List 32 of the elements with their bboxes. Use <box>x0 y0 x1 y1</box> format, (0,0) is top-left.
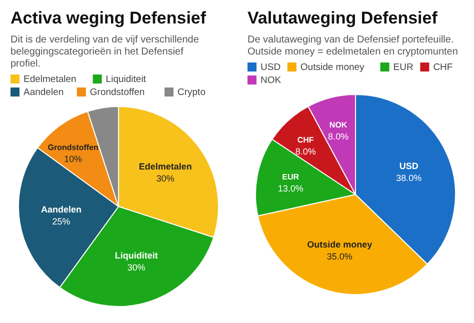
data-label: 35.0% <box>326 251 352 262</box>
legend-label: CHF <box>433 62 453 73</box>
legend-label: Liquiditeit <box>106 74 146 85</box>
slice-label: CHF <box>297 136 314 145</box>
legend-label: EUR <box>393 62 414 73</box>
data-label: 30% <box>127 262 146 273</box>
slice-label: Edelmetalen <box>138 161 192 172</box>
legend-label: Edelmetalen <box>24 74 76 85</box>
data-label: 30% <box>156 173 174 184</box>
data-label: 13.0% <box>278 183 304 194</box>
slice-label: Outside money <box>307 239 372 250</box>
data-label: 8.0% <box>328 131 349 142</box>
data-label: 38.0% <box>396 172 422 183</box>
legend-label: Aandelen <box>24 87 64 98</box>
slice-label: EUR <box>282 172 300 182</box>
slice-label: Aandelen <box>40 204 82 215</box>
slice-label: Liquiditeit <box>114 250 158 261</box>
legend-label: NOK <box>260 75 282 86</box>
chart-subtitle: De valutaweging van de Defensief portefeuille. Outside money = edelmetalen en cryptomunten <box>248 34 458 58</box>
legend-label: Crypto <box>178 87 206 98</box>
legend-label: Outside money <box>300 62 365 73</box>
chart-subtitle: Dit is de verdeling van de vijf verschillende beleggingscategorieën in het Defensief profiel. <box>10 34 200 70</box>
slice-label: NOK <box>329 120 348 130</box>
data-label: 25% <box>52 216 70 227</box>
chart-title: Activa weging Defensief <box>10 8 206 28</box>
legend-label: Grondstoffen <box>90 87 145 98</box>
slice-label: USD <box>399 160 419 171</box>
data-label: 10% <box>64 154 82 164</box>
slice-label: Grondstoffen <box>48 143 99 152</box>
legend-label: USD <box>260 62 281 73</box>
data-label: 8.0% <box>295 146 316 157</box>
chart-title: Valutaweging Defensief <box>248 8 438 28</box>
